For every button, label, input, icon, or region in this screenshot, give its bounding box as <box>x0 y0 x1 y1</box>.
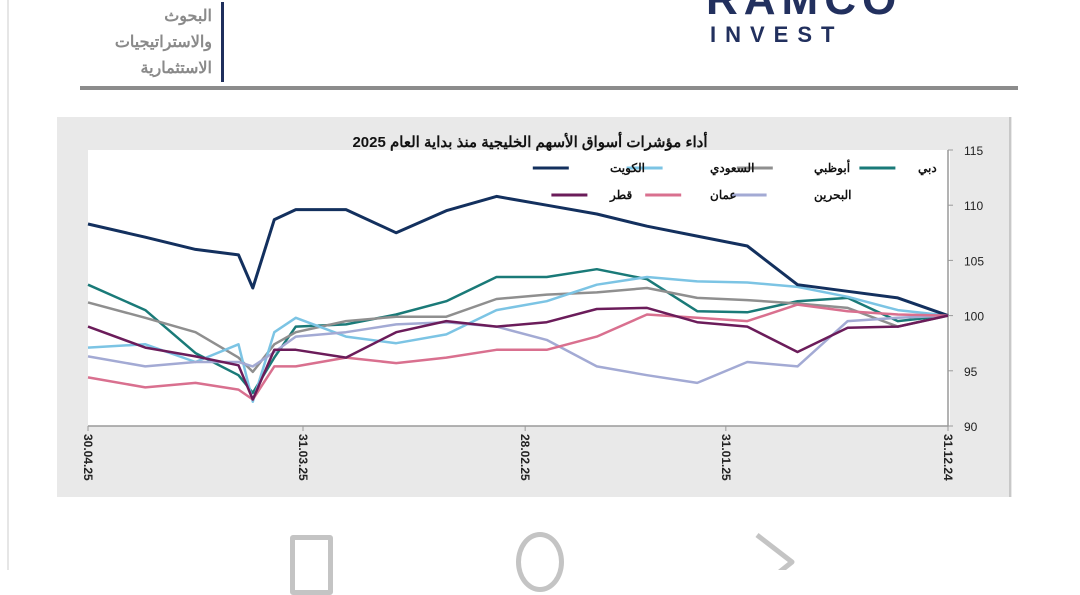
header-rule <box>80 86 1018 90</box>
legend-label: البحرين <box>814 188 851 203</box>
legend-label: قطر <box>609 188 632 203</box>
series-line <box>87 306 949 401</box>
legend-label: السعودي <box>710 161 754 176</box>
recents-square-icon[interactable] <box>290 535 333 595</box>
x-tick-label: 31.01.25 <box>719 434 733 481</box>
series-line <box>87 286 949 374</box>
legend-label: أبوظبي <box>814 160 850 176</box>
legend-label: عمان <box>710 188 737 202</box>
logo-text: RAMCO <box>706 0 902 22</box>
legend-label: الكويت <box>610 161 645 176</box>
department-line: والاستراتيجيات <box>114 34 212 51</box>
chart-title: أداء مؤشرات أسواق الأسهم الخليجية منذ بد… <box>352 131 707 151</box>
header-divider <box>221 2 224 82</box>
department-name: البحوث والاستراتيجيات الاستثمارية <box>115 4 212 82</box>
logo-subtext: INVEST <box>710 22 844 47</box>
y-tick-label: 90 <box>964 420 978 434</box>
y-tick-label: 95 <box>964 365 978 379</box>
home-circle-icon[interactable] <box>516 532 564 592</box>
department-line: البحوث <box>164 8 212 25</box>
y-tick-label: 110 <box>964 199 983 213</box>
x-tick-label: 31.03.25 <box>296 434 310 481</box>
y-tick-label: 105 <box>964 254 984 268</box>
x-tick-label: 31.12.24 <box>941 434 955 481</box>
ramco-logo: RAMCO INVEST <box>706 0 902 46</box>
line-chart: 90 95 100 105 110 115 30.04.25 31.03.25 28.02.25… <box>81 117 1011 497</box>
x-tick-label: 28.02.25 <box>518 434 532 481</box>
series-line <box>87 303 949 401</box>
y-tick-label: 115 <box>964 144 983 158</box>
y-tick-label: 100 <box>964 310 984 324</box>
legend-label: دبي <box>918 161 937 176</box>
x-tick-label: 30.04.25 <box>81 434 95 481</box>
screen-edge <box>7 0 9 570</box>
series-line <box>87 194 949 318</box>
series-line <box>87 275 949 403</box>
department-line: الاستثمارية <box>140 60 212 77</box>
